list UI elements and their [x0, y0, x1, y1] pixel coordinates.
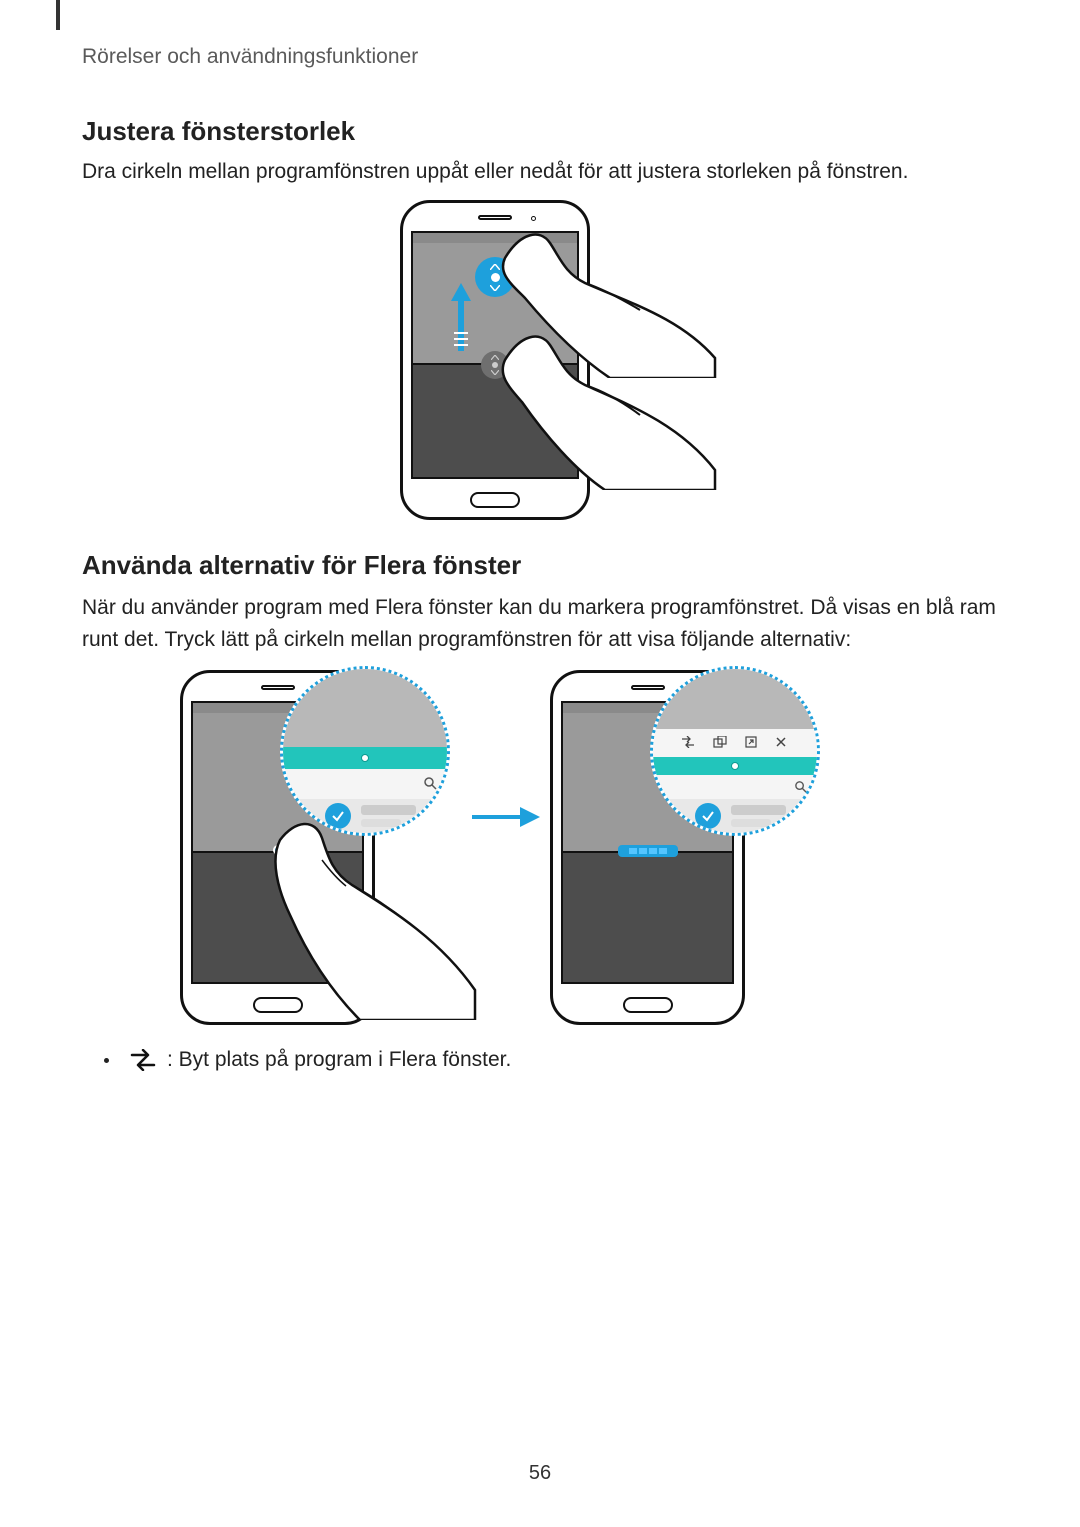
teal-divider-bar — [283, 747, 447, 769]
magnifier-after — [650, 666, 820, 836]
page-tab-marker — [56, 0, 60, 30]
bullet-swap-apps: : Byt plats på program i Flera fönster. — [104, 1048, 511, 1072]
blur-placeholder — [361, 805, 416, 815]
bottom-window-pane — [193, 853, 362, 982]
search-icon — [794, 780, 807, 798]
split-handle-dot — [273, 845, 283, 855]
ok-badge-icon — [695, 803, 721, 829]
search-strip — [653, 775, 817, 799]
chevron-down-icon — [491, 370, 499, 375]
mag-top-pane — [283, 669, 447, 747]
heading-adjust-window-size: Justera fönsterstorlek — [82, 116, 355, 147]
chevron-up-icon — [491, 355, 499, 360]
drag-handle-target — [475, 257, 515, 297]
page-number: 56 — [529, 1462, 551, 1485]
status-bar — [413, 233, 577, 243]
close-icon — [775, 736, 787, 748]
options-toolbar — [653, 729, 817, 757]
options-strip — [283, 769, 447, 799]
bullet-text: : Byt plats på program i Flera fönster. — [167, 1048, 511, 1072]
ok-badge-icon — [325, 803, 351, 829]
mag-bottom-pane — [283, 799, 447, 833]
teal-divider-bar — [653, 757, 817, 775]
home-button — [623, 997, 673, 1013]
blue-handle-strip — [618, 845, 678, 857]
home-button — [253, 997, 303, 1013]
figure-multi-window-options — [150, 660, 910, 1040]
heading-multi-window-options: Använda alternativ för Flera fönster — [82, 550, 521, 581]
home-button — [470, 492, 520, 508]
body-multi-window-options: När du använder program med Flera fönste… — [82, 592, 1000, 655]
search-icon — [423, 776, 437, 795]
drag-content-icon — [713, 736, 727, 748]
breadcrumb: Rörelser och användningsfunktioner — [82, 45, 418, 69]
phone-sensor — [531, 216, 536, 221]
swap-icon — [681, 736, 695, 748]
mag-bottom-pane — [653, 799, 817, 833]
handle-dot-icon — [491, 273, 500, 282]
bottom-window-pane — [563, 853, 732, 982]
drag-arrow-up-icon — [449, 283, 473, 353]
drag-handle-origin — [481, 351, 509, 379]
phone-screen — [411, 231, 579, 479]
expand-icon — [745, 736, 757, 748]
blur-placeholder — [731, 805, 786, 815]
phone-earpiece — [478, 215, 512, 220]
chevron-up-icon — [490, 264, 500, 270]
blur-placeholder — [731, 819, 771, 827]
body-adjust-window-size: Dra cirkeln mellan programfönstren uppåt… — [82, 156, 1000, 188]
phone-illustration — [400, 200, 590, 520]
arrow-right-icon — [470, 805, 540, 829]
swap-icon — [129, 1049, 157, 1071]
blur-placeholder — [361, 819, 401, 827]
handle-dot-icon — [492, 362, 498, 368]
chevron-down-icon — [490, 285, 500, 291]
bullet-dot-icon — [104, 1058, 109, 1063]
manual-page: Rörelser och användningsfunktioner Juste… — [0, 0, 1080, 1527]
magnifier-before — [280, 666, 450, 836]
bottom-window-pane — [413, 365, 577, 477]
figure-adjust-size — [380, 200, 760, 540]
mag-top-pane — [653, 669, 817, 729]
